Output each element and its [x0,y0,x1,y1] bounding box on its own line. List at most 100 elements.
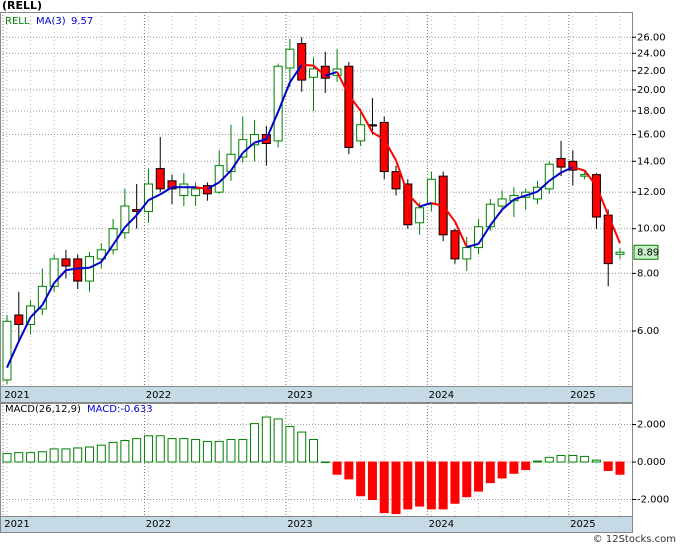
ma-segment [560,166,574,174]
macd-bar [438,461,448,510]
ma-segment [6,340,20,368]
y-tick-label: 24.00 [637,48,666,59]
ma-segment [301,63,314,67]
candle-body [297,43,307,81]
macd-bar [108,441,118,463]
y-tick-label: 18.00 [637,106,666,117]
candle-body [415,207,425,224]
macd-bar [509,461,519,474]
x-tick-label: 2021 [4,519,29,530]
macd-bar [226,439,236,463]
x-tick-label: 2024 [429,519,454,530]
macd-bar [85,446,95,463]
y-tick-label: 14.00 [637,156,666,167]
y-tick-label: 6.00 [637,326,659,337]
candle-body [309,68,318,78]
ma-segment [206,181,220,190]
candle-body [73,258,83,282]
macd-bar [179,438,189,463]
ma-segment [513,194,527,201]
ma-segment [454,221,468,248]
x-tick-label: 2021 [4,390,29,401]
candle-body [556,157,566,168]
candle-body [568,160,578,171]
y-tick-label: 22.00 [637,66,666,77]
candle-body [14,314,24,325]
ma-segment [501,198,515,211]
y-tick-label: 2.000 [637,420,666,431]
macd-bar [120,439,130,463]
ma-segment [371,131,385,141]
ma-segment [65,267,78,272]
candle-body [450,230,460,260]
ma-segment [407,193,421,208]
macd-bar [532,460,542,463]
ma-segment [230,152,244,172]
ma-segment [195,186,208,190]
ma-segment [17,316,32,342]
macd-bar [379,461,389,514]
candle-body [485,203,495,228]
candle-body [2,320,12,381]
ma-segment [41,282,56,306]
macd-bar [132,438,142,463]
candle-body [403,183,413,226]
y-tick-label: 26.00 [637,32,666,43]
candle-body [26,305,36,325]
macd-bar [73,447,83,463]
ma-segment [29,304,44,318]
macd-bar [250,423,260,463]
macd-bar [261,416,271,463]
macd-bar [403,461,413,510]
candle-body [285,48,295,69]
ma-segment [607,214,621,244]
ma-segment [348,94,362,112]
macd-bar [191,439,201,463]
chart-title: (RELL) [2,0,42,12]
candle-body [462,247,472,260]
x-tick-label: 2022 [146,519,171,530]
ma-segment [312,64,326,77]
y-tick-label: 16.00 [637,130,666,141]
price-tag [633,244,659,260]
ma-segment [572,166,585,172]
macd-bar [556,454,566,463]
macd-bar [26,452,36,463]
ma-segment [336,71,350,96]
macd-bar [96,444,106,463]
macd-bar [273,418,283,463]
ma-segment [442,205,456,223]
x-tick-label: 2024 [429,390,454,401]
ma-segment [135,199,150,216]
ma-segment [525,190,538,197]
ma-segment [89,261,102,269]
macd-bar [167,438,177,463]
candle-body [179,183,189,197]
x-tick-label: 2022 [146,390,171,401]
ma-segment [100,244,114,263]
macd-bar [615,461,625,475]
macd-bar [415,461,425,507]
ma-segment [489,209,503,226]
candle-body [61,258,71,267]
macd-bar [37,451,47,463]
macd-value: MACD:-0.633 [87,404,153,415]
x-tick-label: 2023 [287,519,312,530]
candle-body [202,185,212,195]
ma-segment [395,159,409,195]
macd-bar [391,461,401,515]
macd-bar [356,461,366,497]
ma-segment [254,138,267,144]
candle-body [167,180,177,190]
candle-body [120,205,130,234]
candle-body [497,198,507,207]
candle-body [356,124,366,142]
macd-bar [367,461,377,501]
ma-segment [277,81,291,113]
ma-segment [548,171,562,182]
y-tick-label: -2.000 [637,495,669,506]
macd-bar [521,461,531,471]
candle-body [344,65,354,148]
ma-segment [124,214,138,228]
candle-body [615,251,625,255]
